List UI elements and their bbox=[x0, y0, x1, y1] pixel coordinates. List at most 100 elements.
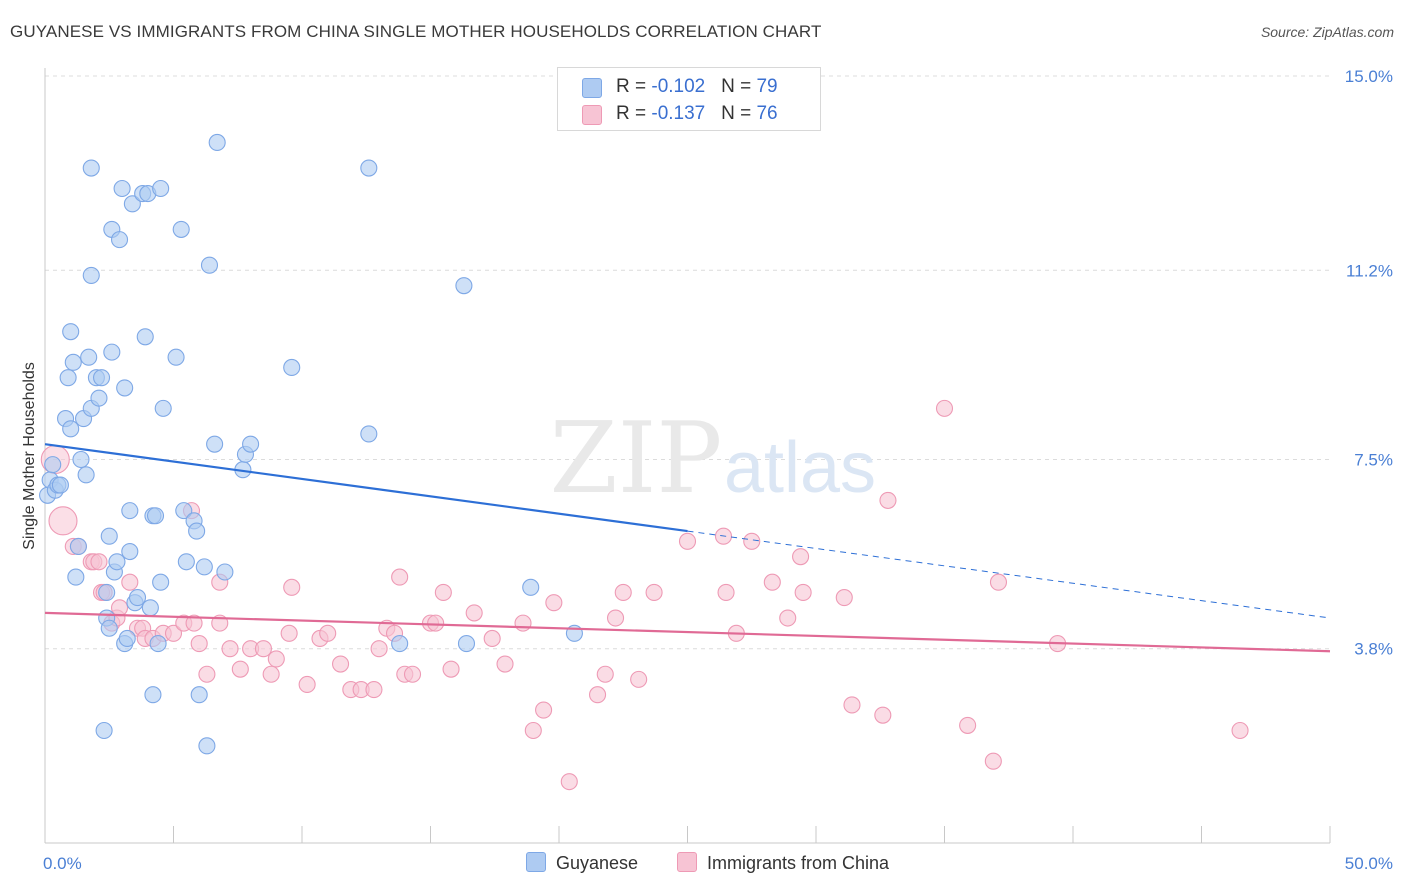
guyanese-point bbox=[175, 502, 193, 520]
guyanese-point bbox=[108, 553, 126, 571]
guyanese-point bbox=[82, 266, 100, 284]
legend-n-value: 76 bbox=[756, 103, 778, 124]
china-point bbox=[606, 609, 625, 627]
china-point bbox=[110, 599, 129, 617]
china-point bbox=[496, 655, 514, 673]
china-point bbox=[743, 532, 761, 550]
china-point bbox=[370, 640, 388, 658]
guyanese-point bbox=[141, 599, 159, 617]
china-point bbox=[231, 660, 249, 678]
china-point bbox=[90, 553, 108, 571]
y-tick-label: 3.8% bbox=[1354, 640, 1393, 659]
guyanese-point bbox=[208, 133, 226, 152]
china-point bbox=[434, 583, 452, 601]
bottom-legend-china: Immigrants from China bbox=[677, 852, 889, 874]
guyanese-point bbox=[242, 435, 260, 453]
guyanese-point bbox=[152, 573, 170, 591]
china-point bbox=[298, 675, 316, 694]
china-point bbox=[779, 609, 797, 627]
china-point bbox=[678, 532, 697, 550]
guyanese-point bbox=[177, 553, 195, 571]
guyanese-point bbox=[72, 450, 90, 469]
guyanese-trend-line bbox=[44, 443, 688, 533]
china-point bbox=[319, 624, 337, 642]
china-point bbox=[645, 583, 663, 601]
guyanese-point bbox=[144, 686, 162, 704]
guyanese-point bbox=[216, 563, 234, 581]
guyanese-point bbox=[103, 343, 121, 361]
guyanese-point bbox=[360, 159, 378, 177]
china-point bbox=[283, 578, 301, 596]
guyanese-point bbox=[116, 379, 134, 397]
china-point bbox=[365, 681, 383, 699]
guyanese-point bbox=[92, 369, 111, 387]
guyanese-point bbox=[100, 619, 118, 637]
guyanese-point bbox=[98, 583, 116, 601]
bottom-legend-label-china: Immigrants from China bbox=[707, 853, 890, 873]
grid-lines bbox=[45, 75, 1330, 650]
china-point bbox=[835, 589, 853, 607]
china-point bbox=[391, 568, 409, 586]
china-point bbox=[630, 670, 648, 688]
china-point bbox=[614, 583, 632, 601]
x-tick-label: 0.0% bbox=[43, 854, 82, 873]
china-point bbox=[588, 686, 607, 704]
guyanese-point bbox=[121, 542, 139, 561]
china-point bbox=[280, 624, 298, 642]
china-point bbox=[483, 629, 501, 648]
guyanese-point bbox=[128, 589, 147, 607]
guyanese-point bbox=[149, 635, 167, 653]
china-point bbox=[794, 583, 812, 601]
guyanese-point bbox=[172, 220, 190, 238]
guyanese-point bbox=[67, 568, 85, 586]
china-point bbox=[121, 573, 139, 591]
guyanese-point bbox=[64, 353, 82, 371]
guyanese-point bbox=[110, 231, 129, 249]
china-point bbox=[989, 573, 1008, 591]
china-point bbox=[959, 716, 977, 734]
legend: R = -0.102 N = 79 R = -0.137 N = 76 bbox=[557, 67, 821, 131]
guyanese-point bbox=[195, 558, 213, 576]
legend-r-label: R = bbox=[616, 76, 652, 97]
guyanese-point bbox=[522, 578, 540, 596]
china-point bbox=[185, 614, 203, 632]
china-point bbox=[879, 491, 897, 509]
guyanese-point bbox=[283, 358, 301, 377]
watermark-atlas: atlas bbox=[724, 428, 876, 508]
guyanese-point bbox=[62, 420, 80, 438]
china-point bbox=[596, 665, 614, 683]
trend-lines bbox=[44, 443, 1331, 653]
guyanese-point bbox=[80, 348, 98, 366]
china-point bbox=[262, 665, 280, 683]
legend-r-label: R = bbox=[616, 103, 652, 124]
guyanese-point bbox=[136, 328, 154, 346]
bottom-legend-label-guyanese: Guyanese bbox=[556, 853, 639, 873]
guyanese-point bbox=[121, 502, 139, 520]
tick-labels: 3.8% 7.5% 11.2% 15.0% 0.0% 50.0% bbox=[43, 67, 1393, 873]
china-point bbox=[545, 594, 563, 612]
source-label: Source: ZipAtlas.com bbox=[1260, 24, 1394, 40]
china-point bbox=[524, 721, 542, 740]
guyanese-point bbox=[95, 721, 113, 740]
china-point-large bbox=[48, 506, 78, 536]
legend-n-label: N = bbox=[721, 76, 757, 97]
legend-n-value: 79 bbox=[756, 76, 778, 97]
china-point bbox=[267, 650, 285, 668]
guyanese-point bbox=[44, 456, 62, 474]
guyanese-point bbox=[457, 635, 476, 653]
legend-r-value: -0.102 bbox=[651, 76, 706, 97]
guyanese-point bbox=[206, 435, 224, 453]
china-point bbox=[792, 548, 810, 566]
x-tick-label: 50.0% bbox=[1345, 854, 1393, 873]
guyanese-point bbox=[146, 507, 165, 525]
china-point bbox=[465, 604, 483, 622]
guyanese-point bbox=[90, 389, 108, 407]
guyanese-point bbox=[77, 466, 95, 484]
guyanese-point bbox=[198, 737, 216, 755]
guyanese-point bbox=[118, 629, 136, 648]
y-axis-label: Single Mother Households bbox=[21, 362, 38, 550]
legend-swatch-china bbox=[582, 105, 602, 125]
guyanese-point bbox=[69, 537, 87, 555]
china-point bbox=[535, 701, 553, 719]
